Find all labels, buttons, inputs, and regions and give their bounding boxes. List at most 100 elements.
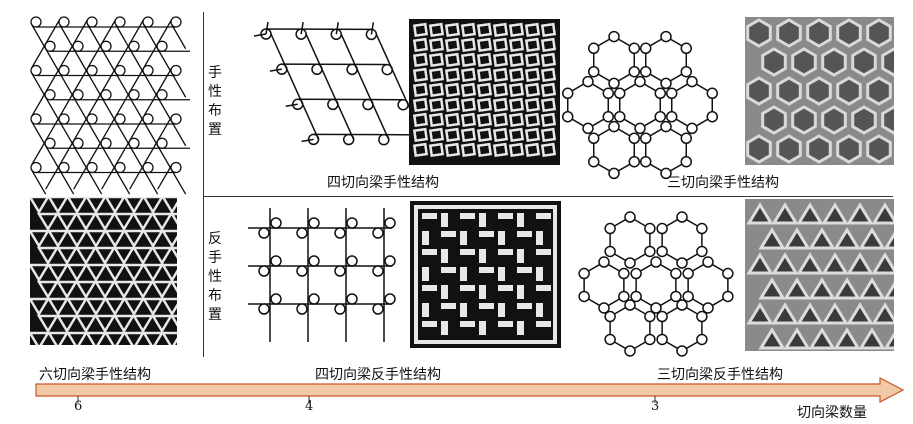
hex-ligament (87, 72, 103, 98)
hex-photo-cell (36, 246, 60, 266)
hex-node (58, 113, 70, 125)
hex-node (86, 161, 98, 174)
hex-photo-cell (169, 314, 177, 327)
anti4-photo-cell (460, 231, 467, 245)
anti4-photo-cell (460, 267, 467, 281)
hex-photo-cell (112, 246, 136, 266)
hex-ligament (171, 121, 187, 147)
four-photo-cell (460, 22, 477, 38)
anti4-photo-cell (479, 267, 494, 273)
anti4-photo-cell (441, 213, 448, 227)
four-photo-cell (524, 127, 541, 143)
anti3-node (604, 310, 616, 323)
anti3-photo-cell (871, 252, 894, 275)
three-node (608, 120, 620, 133)
hex-ligament (45, 164, 61, 190)
anti4-photo-cell (498, 213, 513, 219)
four-photo-cell (412, 22, 429, 38)
anti3-node (578, 290, 590, 303)
hex-node (58, 64, 70, 77)
anti3-node (604, 245, 616, 258)
three-photo-cell (821, 47, 847, 77)
three-cell (644, 125, 688, 175)
anti3-node (604, 222, 616, 235)
four-photo-cell (476, 52, 493, 68)
three-node (680, 155, 693, 168)
anti3-photo-cell (783, 277, 811, 300)
four-stub (335, 22, 340, 35)
four-photo-cell (540, 82, 557, 98)
four-node (307, 133, 320, 146)
hex-node (114, 16, 126, 28)
hex-ligament (157, 164, 173, 190)
hex-photo-cell (74, 314, 98, 334)
anti4-photo-cell (498, 231, 505, 245)
hex-ligament (73, 164, 89, 190)
hex-photo-cell (150, 280, 174, 300)
anti4-node (334, 227, 346, 239)
hex-photo-cell (84, 297, 108, 317)
four-photo-cell (524, 67, 541, 83)
hex-photo-cell (141, 331, 165, 345)
anti4-node (270, 255, 282, 267)
hex-ligament (87, 169, 103, 195)
four-photo-cell (508, 142, 525, 158)
hex-node (72, 137, 84, 149)
anti3-node (624, 211, 636, 223)
three-node (582, 122, 594, 135)
hex-photo-cell (65, 229, 89, 249)
four-photo-cell (476, 97, 493, 113)
anti3-photo-cell (883, 282, 894, 300)
anti3-node (644, 333, 656, 346)
three-node (608, 30, 620, 43)
four-photo-cell (476, 142, 493, 158)
four-photo-cell (524, 82, 541, 98)
four-photo-cell (444, 22, 461, 38)
hex-photo-cell (169, 246, 177, 259)
three-node (680, 132, 693, 145)
anti3-photo-cell (846, 202, 874, 225)
anti4-node (258, 265, 270, 277)
four-node (260, 28, 272, 40)
hex-ligament (129, 48, 145, 74)
hex-photo-cell (169, 212, 177, 225)
three-cell (592, 35, 636, 85)
hex-ligament (87, 24, 103, 50)
hex-ligament (87, 121, 103, 147)
four-photo-cell (508, 67, 525, 83)
hex-ligament (73, 19, 89, 45)
four-photo-cell (444, 67, 461, 83)
hex-ligament (143, 43, 159, 69)
four-photo-cell (492, 127, 509, 143)
hex-node (44, 89, 56, 101)
anti3-cell (583, 261, 625, 309)
three-node (587, 42, 600, 55)
anti3-node (676, 345, 688, 357)
anti4-photo-cell (536, 267, 543, 281)
hex-photo-cell (150, 314, 174, 334)
four-photo-cell (540, 97, 557, 113)
four-photo-cell (460, 112, 477, 128)
three-node (634, 75, 646, 88)
hex-ligament (157, 145, 173, 171)
three-node (686, 122, 698, 135)
hex-photo-cell (30, 263, 51, 283)
anti3-node (604, 333, 616, 346)
hex-ligament (157, 67, 173, 93)
three-node (634, 122, 646, 135)
anti3-photo-cell (821, 302, 849, 325)
three-photo-cell (836, 18, 862, 48)
three-node (706, 87, 719, 100)
anti3-node (696, 245, 708, 258)
four-node (381, 63, 394, 76)
four-photo-cell (412, 97, 429, 113)
three-node (639, 155, 652, 168)
three-photo-cell (806, 76, 832, 106)
anti3-photo-cell (808, 277, 836, 300)
hex-ligament (87, 91, 103, 117)
four-node (378, 133, 390, 146)
four-node (397, 98, 409, 111)
four-photo-cell (508, 97, 525, 113)
hex-photo-cell (46, 297, 70, 317)
four-ligament (391, 69, 409, 106)
